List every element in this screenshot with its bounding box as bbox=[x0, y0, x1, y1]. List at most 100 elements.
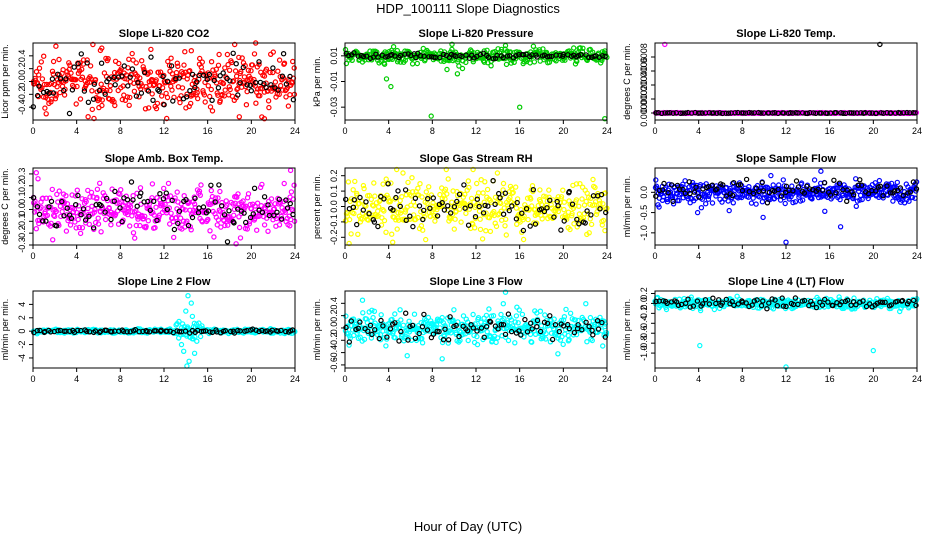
data-point bbox=[283, 94, 289, 100]
data-point bbox=[33, 169, 40, 176]
data-point bbox=[68, 215, 75, 221]
data-point bbox=[525, 216, 531, 223]
x-tick-label: 16 bbox=[203, 251, 213, 261]
data-point bbox=[399, 193, 405, 200]
data-point bbox=[493, 223, 500, 230]
data-point bbox=[59, 198, 65, 205]
data-point bbox=[212, 199, 218, 205]
data-point bbox=[201, 92, 208, 98]
data-point bbox=[183, 196, 189, 203]
data-point bbox=[653, 193, 659, 199]
data-point bbox=[261, 222, 268, 228]
data-point bbox=[204, 76, 210, 83]
data-point bbox=[558, 194, 565, 200]
data-point bbox=[412, 203, 418, 209]
data-point bbox=[118, 66, 124, 72]
data-point bbox=[346, 216, 353, 223]
x-tick-label: 8 bbox=[740, 374, 745, 384]
data-point bbox=[256, 59, 262, 65]
data-point bbox=[72, 201, 79, 208]
data-point bbox=[133, 208, 139, 214]
data-point bbox=[437, 54, 443, 61]
data-point bbox=[876, 177, 883, 184]
data-point bbox=[476, 203, 482, 210]
data-point bbox=[546, 53, 553, 60]
x-tick-label: 12 bbox=[781, 126, 791, 136]
data-point bbox=[576, 203, 582, 209]
data-point bbox=[153, 77, 159, 83]
data-point bbox=[532, 221, 539, 227]
data-point bbox=[197, 192, 203, 198]
y-tick-label: 0.0 bbox=[17, 203, 27, 216]
data-point bbox=[265, 202, 271, 208]
data-point bbox=[783, 239, 789, 245]
y-tick-label: 0.2 bbox=[329, 309, 339, 322]
data-point bbox=[477, 51, 484, 58]
points bbox=[30, 40, 298, 122]
data-point bbox=[458, 219, 464, 225]
data-point bbox=[231, 41, 238, 48]
data-point bbox=[462, 205, 468, 211]
data-point bbox=[197, 333, 204, 340]
x-tick-label: 24 bbox=[602, 126, 612, 136]
data-point bbox=[600, 201, 606, 207]
data-point bbox=[463, 59, 469, 66]
data-point bbox=[523, 205, 530, 212]
data-point bbox=[456, 191, 463, 197]
points bbox=[30, 167, 298, 247]
data-point bbox=[426, 54, 432, 60]
data-point bbox=[710, 110, 717, 116]
data-point bbox=[160, 185, 167, 192]
data-point bbox=[398, 317, 404, 323]
data-point bbox=[94, 194, 100, 201]
data-point bbox=[702, 193, 709, 200]
data-point bbox=[99, 97, 106, 103]
data-point bbox=[148, 54, 154, 60]
data-point bbox=[235, 92, 241, 98]
data-point bbox=[877, 41, 883, 48]
data-point bbox=[360, 207, 366, 213]
data-point bbox=[199, 59, 205, 65]
points bbox=[342, 166, 610, 247]
data-point bbox=[665, 110, 671, 116]
figure-title: HDP_100111 Slope Diagnostics bbox=[376, 1, 560, 16]
data-point bbox=[597, 206, 603, 212]
data-point bbox=[287, 200, 293, 207]
data-point bbox=[375, 223, 381, 230]
data-point bbox=[349, 57, 355, 64]
data-point bbox=[211, 77, 217, 84]
data-point bbox=[112, 102, 118, 109]
panel-4: Slope Amb. Box Temp.degrees C per min.0 4… bbox=[0, 153, 300, 261]
data-point bbox=[174, 189, 180, 195]
data-point bbox=[420, 227, 426, 233]
data-point bbox=[403, 217, 409, 223]
data-point bbox=[508, 60, 514, 66]
data-point bbox=[363, 199, 369, 205]
data-point bbox=[174, 60, 180, 66]
data-point bbox=[685, 195, 691, 202]
data-point bbox=[421, 53, 427, 59]
x-tick-label: 8 bbox=[118, 251, 123, 261]
data-point bbox=[513, 184, 519, 190]
points bbox=[342, 289, 610, 362]
data-point bbox=[230, 212, 237, 218]
data-point bbox=[454, 198, 460, 205]
data-point bbox=[360, 310, 366, 316]
data-point bbox=[547, 313, 553, 319]
data-point bbox=[348, 231, 354, 237]
data-point bbox=[175, 63, 181, 70]
data-point bbox=[748, 200, 755, 206]
data-point bbox=[103, 195, 110, 202]
data-point bbox=[566, 188, 573, 195]
data-point bbox=[261, 194, 268, 200]
x-tick-label: 20 bbox=[558, 251, 568, 261]
data-point bbox=[99, 45, 105, 51]
y-tick-label: 0.2 bbox=[329, 169, 339, 182]
data-point bbox=[703, 200, 709, 207]
data-point bbox=[699, 110, 705, 116]
data-point bbox=[711, 306, 718, 313]
data-point bbox=[111, 198, 117, 204]
y-tick-label: -0.2 bbox=[17, 225, 27, 241]
data-point bbox=[397, 203, 403, 210]
